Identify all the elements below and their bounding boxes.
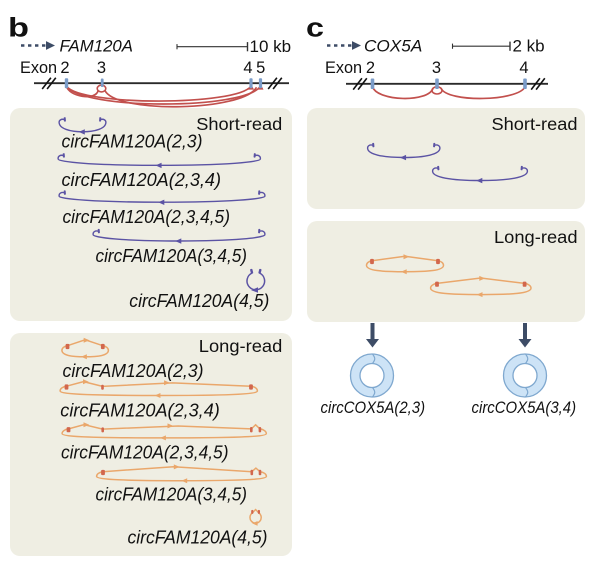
svg-text:3: 3 — [432, 59, 441, 77]
svg-text:2 kb: 2 kb — [513, 37, 545, 56]
svg-text:circFAM120A(3,4,5): circFAM120A(3,4,5) — [96, 484, 248, 505]
svg-text:Exon: Exon — [20, 59, 57, 77]
svg-text:3: 3 — [97, 59, 106, 77]
svg-text:Exon: Exon — [325, 59, 362, 77]
svg-text:circFAM120A(2,3,4,5): circFAM120A(2,3,4,5) — [61, 442, 229, 463]
svg-text:circCOX5A(3,4): circCOX5A(3,4) — [472, 398, 577, 417]
svg-text:b: b — [8, 13, 29, 43]
svg-text:c: c — [306, 13, 324, 43]
svg-text:circFAM120A(3,4,5): circFAM120A(3,4,5) — [96, 245, 248, 266]
svg-text:circFAM120A(2,3,4): circFAM120A(2,3,4) — [62, 169, 222, 190]
svg-text:10 kb: 10 kb — [250, 37, 292, 56]
svg-text:Long-read: Long-read — [199, 336, 283, 356]
svg-text:5: 5 — [256, 59, 265, 77]
svg-text:4: 4 — [519, 59, 528, 77]
svg-text:circFAM120A(2,3): circFAM120A(2,3) — [62, 130, 203, 151]
svg-text:circFAM120A(2,3,4,5): circFAM120A(2,3,4,5) — [63, 206, 231, 227]
svg-text:circFAM120A(4,5): circFAM120A(4,5) — [128, 527, 268, 548]
svg-text:Short-read: Short-read — [492, 114, 578, 134]
svg-text:2: 2 — [60, 59, 69, 77]
svg-text:circFAM120A(4,5): circFAM120A(4,5) — [129, 290, 269, 311]
svg-text:Short-read: Short-read — [196, 114, 282, 134]
svg-text:circCOX5A(2,3): circCOX5A(2,3) — [321, 398, 426, 417]
svg-text:COX5A: COX5A — [364, 37, 422, 56]
svg-text:FAM120A: FAM120A — [60, 37, 134, 56]
svg-text:4: 4 — [243, 59, 252, 77]
svg-text:2: 2 — [366, 59, 375, 77]
svg-text:circFAM120A(2,3): circFAM120A(2,3) — [63, 360, 204, 381]
svg-text:Long-read: Long-read — [494, 227, 578, 247]
svg-text:circFAM120A(2,3,4): circFAM120A(2,3,4) — [60, 400, 220, 421]
